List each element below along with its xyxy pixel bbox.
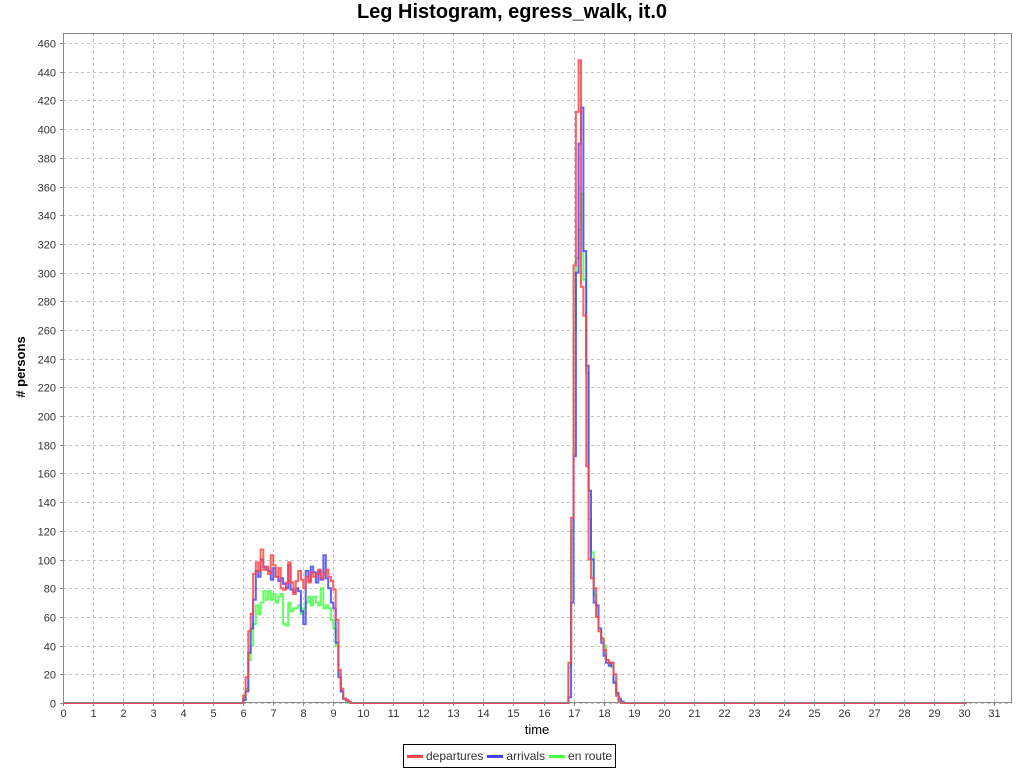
y-tick-label: 200 — [38, 412, 56, 424]
y-tick-label: 380 — [38, 154, 56, 166]
y-tick-label: 180 — [38, 441, 56, 453]
x-tick-label: 7 — [270, 708, 276, 720]
x-tick-label: 6 — [240, 708, 246, 720]
x-tick-label: 24 — [778, 708, 790, 720]
x-tick-label: 28 — [898, 708, 910, 720]
x-axis-title: time — [525, 722, 550, 737]
legend-label-arrivals: arrivals — [506, 749, 546, 763]
legend-swatch-departures — [407, 754, 423, 758]
y-tick-label: 40 — [44, 642, 56, 654]
series-line-arrivals — [63, 106, 967, 704]
y-tick-label: 140 — [38, 498, 56, 510]
x-tick-label: 26 — [838, 708, 850, 720]
x-tick-label: 27 — [868, 708, 880, 720]
x-tick-label: 8 — [300, 708, 306, 720]
x-tick-label: 19 — [628, 708, 640, 720]
y-tick-label: 80 — [44, 584, 56, 596]
y-tick-label: 120 — [38, 527, 56, 539]
x-tick-label: 16 — [538, 708, 550, 720]
x-tick-label: 4 — [180, 708, 186, 720]
x-tick-label: 13 — [447, 708, 459, 720]
x-tick-label: 31 — [988, 708, 1000, 720]
y-tick-label: 360 — [38, 183, 56, 195]
x-tick-label: 10 — [357, 708, 369, 720]
y-tick-label: 60 — [44, 613, 56, 625]
x-tick-label: 9 — [330, 708, 336, 720]
x-tick-label: 30 — [958, 708, 970, 720]
y-tick-label: 340 — [38, 211, 56, 223]
legend-swatch-arrivals — [487, 754, 504, 758]
x-tick-label: 21 — [688, 708, 700, 720]
x-tick-label: 15 — [507, 708, 519, 720]
y-tick-label: 400 — [38, 125, 56, 137]
x-tick-label: 12 — [417, 708, 429, 720]
x-tick-label: 3 — [150, 708, 156, 720]
x-tick-label: 1 — [90, 708, 96, 720]
y-axis-title: # persons — [13, 336, 28, 397]
x-tick-label: 22 — [718, 708, 730, 720]
y-tick-label: 420 — [38, 96, 56, 108]
x-tick-label: 2 — [120, 708, 126, 720]
x-tick-label: 11 — [388, 708, 399, 720]
y-tick-label: 440 — [38, 68, 56, 80]
x-tick-label: 29 — [928, 708, 940, 720]
y-tick-label: 100 — [38, 556, 56, 568]
y-tick-label: 240 — [38, 355, 56, 367]
x-tick-label: 23 — [748, 708, 760, 720]
y-tick-label: 0 — [50, 699, 56, 711]
legend-swatch-en-route — [549, 754, 566, 758]
legend-label-departures: departures — [426, 749, 484, 763]
y-axis-ticks: 0 20 40 60 80 100 120 140 160 180 200 220 240 260 280 3… — [38, 39, 63, 711]
y-tick-label: 260 — [38, 326, 56, 338]
x-tick-label: 20 — [658, 708, 670, 720]
series-line-departures — [63, 59, 967, 704]
legend: departures arrivals en route — [403, 744, 617, 768]
x-tick-label: 0 — [60, 708, 66, 720]
legend-item-departures: departures — [407, 749, 483, 763]
y-tick-label: 300 — [38, 269, 56, 281]
x-tick-label: 25 — [808, 708, 820, 720]
x-tick-label: 14 — [477, 708, 489, 720]
legend-label-en-route: en route — [568, 749, 613, 763]
chart-title: Leg Histogram, egress_walk, it.0 — [356, 1, 668, 23]
x-axis-ticks: 0 1 2 3 4 5 6 7 8 9 10 11 12 13 14 15 16 17 18 19 20 21 22 23 24… — [60, 703, 1001, 720]
legend-item-arrivals: arrivals — [487, 749, 545, 763]
y-tick-label: 280 — [38, 297, 56, 309]
x-tick-label: 5 — [210, 708, 216, 720]
legend-item-en-route: en route — [549, 749, 612, 763]
y-tick-label: 160 — [38, 469, 56, 481]
x-tick-label: 17 — [568, 708, 580, 720]
plot-frame — [63, 33, 1012, 703]
y-tick-label: 460 — [38, 39, 56, 51]
y-tick-label: 320 — [38, 240, 56, 252]
series-lines — [63, 59, 967, 704]
plot-background — [63, 33, 1012, 703]
y-tick-label: 220 — [38, 383, 56, 395]
x-tick-label: 18 — [598, 708, 610, 720]
y-tick-label: 20 — [44, 670, 56, 682]
